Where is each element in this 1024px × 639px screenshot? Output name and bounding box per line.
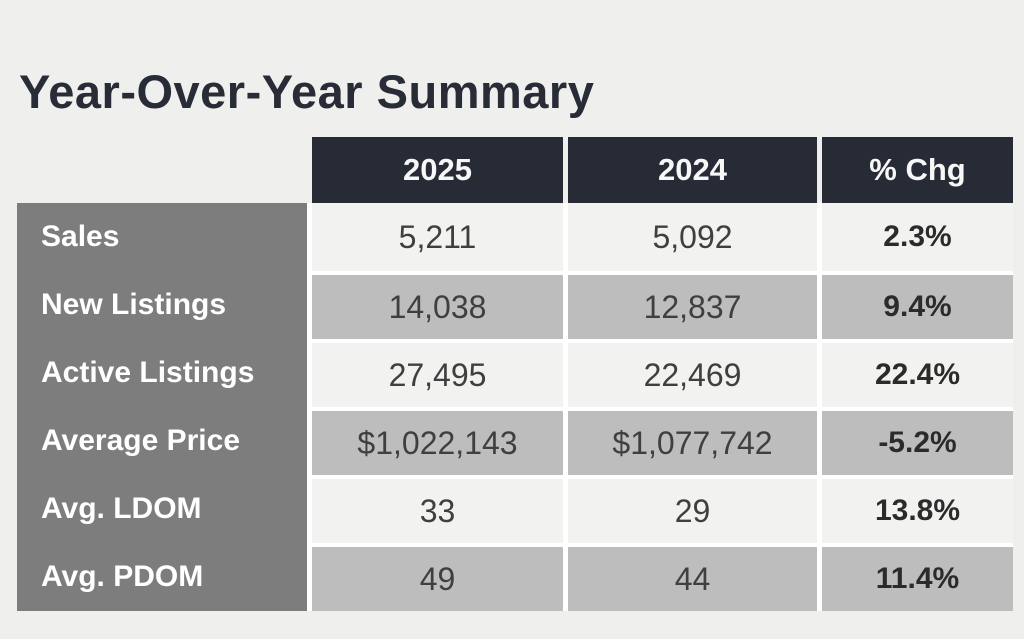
cell-average-price-chg: -5.2%: [822, 407, 1013, 475]
cell-average-price-2025: $1,022,143: [312, 407, 563, 475]
cell-average-price-2024: $1,077,742: [568, 407, 817, 475]
page-title: Year-Over-Year Summary: [19, 65, 595, 119]
row-label-sales: Sales: [17, 203, 307, 271]
cell-avg-ldom-2025: 33: [312, 475, 563, 543]
header-corner-spacer: [17, 137, 307, 203]
row-label-active-listings: Active Listings: [17, 339, 307, 407]
cell-avg-ldom-2024: 29: [568, 475, 817, 543]
yoy-summary-table: 2025 2024 % Chg Sales 5,211 5,092 2.3% N…: [17, 137, 1013, 611]
cell-new-listings-2025: 14,038: [312, 271, 563, 339]
cell-avg-pdom-chg: 11.4%: [822, 543, 1013, 611]
cell-avg-pdom-2024: 44: [568, 543, 817, 611]
cell-active-listings-2024: 22,469: [568, 339, 817, 407]
cell-new-listings-2024: 12,837: [568, 271, 817, 339]
cell-sales-chg: 2.3%: [822, 203, 1013, 271]
row-label-average-price: Average Price: [17, 407, 307, 475]
row-label-avg-ldom: Avg. LDOM: [17, 475, 307, 543]
cell-new-listings-chg: 9.4%: [822, 271, 1013, 339]
column-header-pct-chg: % Chg: [822, 137, 1013, 203]
cell-avg-ldom-chg: 13.8%: [822, 475, 1013, 543]
cell-avg-pdom-2025: 49: [312, 543, 563, 611]
cell-active-listings-chg: 22.4%: [822, 339, 1013, 407]
row-label-avg-pdom: Avg. PDOM: [17, 543, 307, 611]
row-label-new-listings: New Listings: [17, 271, 307, 339]
cell-sales-2025: 5,211: [312, 203, 563, 271]
cell-sales-2024: 5,092: [568, 203, 817, 271]
column-header-2024: 2024: [568, 137, 817, 203]
column-header-2025: 2025: [312, 137, 563, 203]
cell-active-listings-2025: 27,495: [312, 339, 563, 407]
